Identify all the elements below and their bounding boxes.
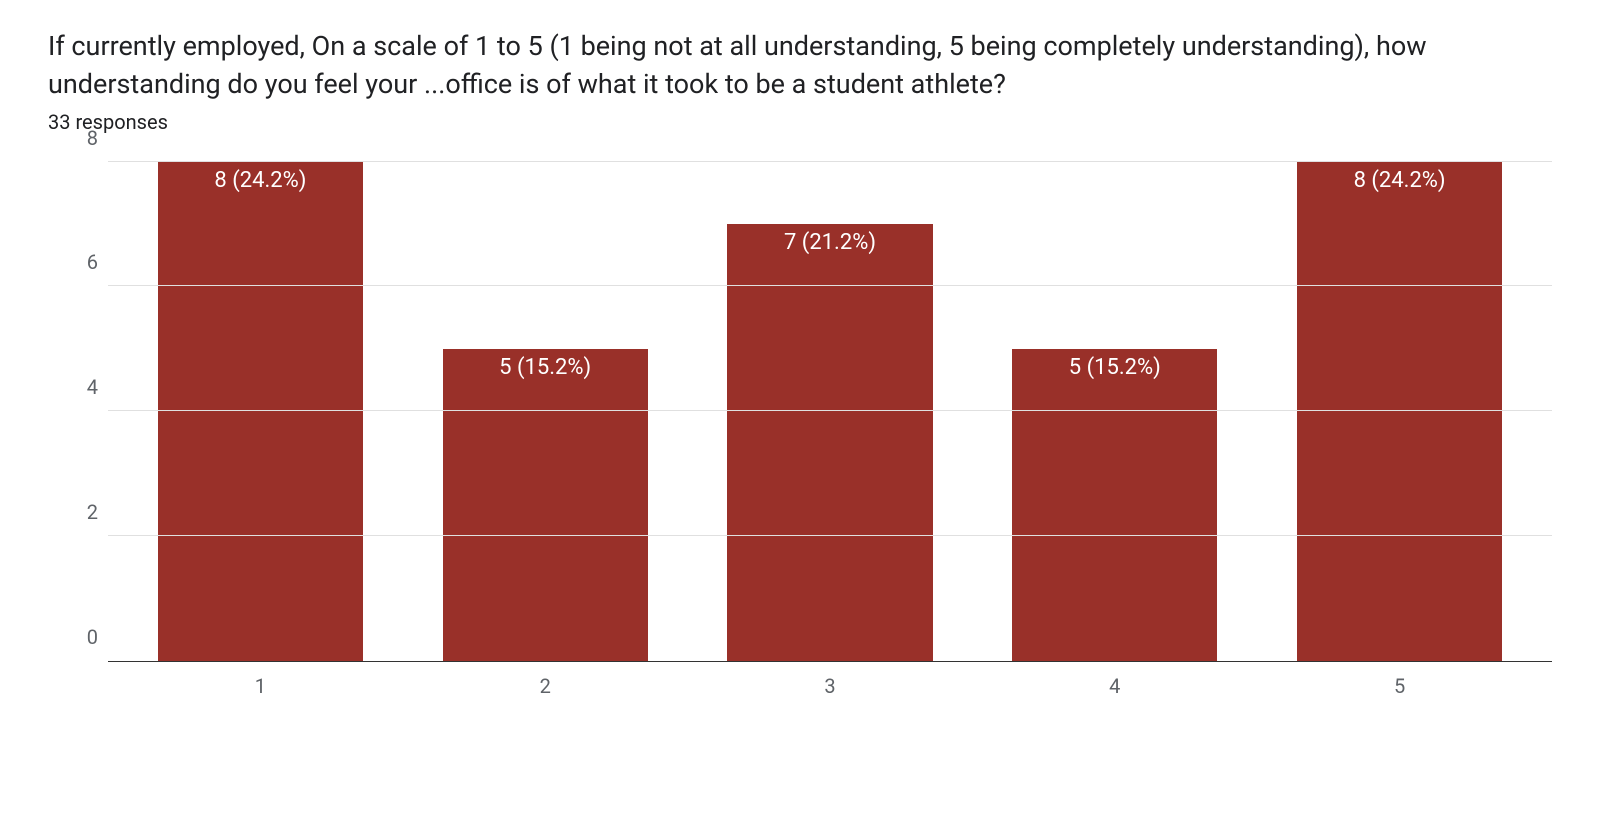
- gridline: [108, 535, 1552, 536]
- bar-value-label: 8 (24.2%): [1354, 168, 1446, 193]
- bar-column: 5 (15.2%): [972, 162, 1257, 661]
- bar[interactable]: 5 (15.2%): [443, 349, 648, 661]
- bar-value-label: 8 (24.2%): [214, 168, 306, 193]
- x-axis-labels: 12345: [108, 662, 1552, 698]
- gridline: [108, 285, 1552, 286]
- bar-value-label: 5 (15.2%): [499, 355, 591, 380]
- bar-column: 5 (15.2%): [403, 162, 688, 661]
- x-tick-label: 3: [688, 674, 973, 698]
- chart-title: If currently employed, On a scale of 1 t…: [48, 28, 1552, 104]
- y-tick-label: 8: [68, 126, 98, 150]
- responses-count: 33 responses: [48, 110, 1552, 134]
- y-tick-label: 6: [68, 250, 98, 274]
- bar-column: 7 (21.2%): [688, 162, 973, 661]
- chart-container: 8 (24.2%) 5 (15.2%) 7 (21.2%) 5 (15.2%) 8 (2…: [48, 162, 1552, 722]
- bar-column: 8 (24.2%): [118, 162, 403, 661]
- x-tick-label: 4: [972, 674, 1257, 698]
- bars-group: 8 (24.2%) 5 (15.2%) 7 (21.2%) 5 (15.2%) 8 (2…: [108, 162, 1552, 661]
- bar[interactable]: 7 (21.2%): [727, 224, 932, 661]
- y-tick-label: 4: [68, 375, 98, 399]
- x-tick-label: 5: [1257, 674, 1542, 698]
- bar-column: 8 (24.2%): [1257, 162, 1542, 661]
- plot-area: 8 (24.2%) 5 (15.2%) 7 (21.2%) 5 (15.2%) 8 (2…: [108, 162, 1552, 662]
- bar[interactable]: 5 (15.2%): [1012, 349, 1217, 661]
- bar-value-label: 5 (15.2%): [1069, 355, 1161, 380]
- bar-value-label: 7 (21.2%): [784, 230, 876, 255]
- x-tick-label: 1: [118, 674, 403, 698]
- y-tick-label: 0: [68, 625, 98, 649]
- y-tick-label: 2: [68, 500, 98, 524]
- gridline: [108, 410, 1552, 411]
- x-tick-label: 2: [403, 674, 688, 698]
- bar[interactable]: 8 (24.2%): [158, 162, 363, 661]
- bar[interactable]: 8 (24.2%): [1297, 162, 1502, 661]
- gridline: [108, 161, 1552, 162]
